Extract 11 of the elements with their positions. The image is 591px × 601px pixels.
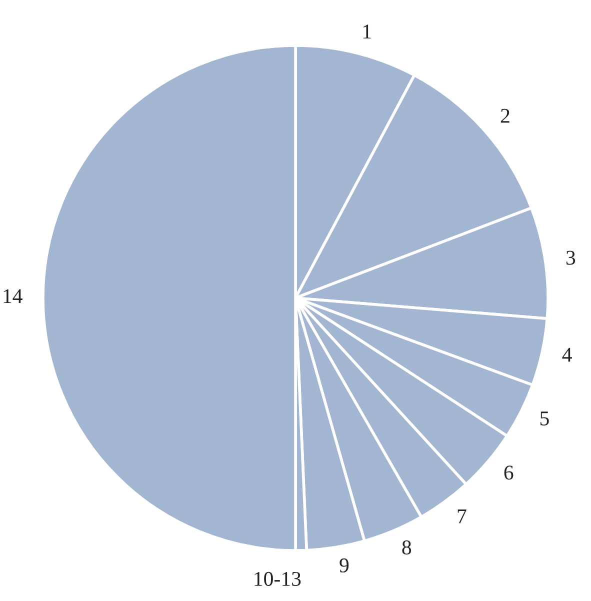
slice-label: 4 (562, 348, 572, 362)
slice-label: 5 (540, 412, 549, 426)
slice-label: 3 (566, 250, 576, 265)
slice-label: 9 (340, 558, 349, 572)
slice-label: 10-13 (254, 572, 301, 586)
slice-label: 1 (363, 24, 371, 38)
slice-label: 6 (504, 466, 514, 480)
slice-label: 8 (402, 540, 412, 554)
slice-label: 7 (458, 509, 466, 524)
slice-label: 14 (4, 289, 22, 303)
slice-label: 2 (500, 108, 510, 123)
